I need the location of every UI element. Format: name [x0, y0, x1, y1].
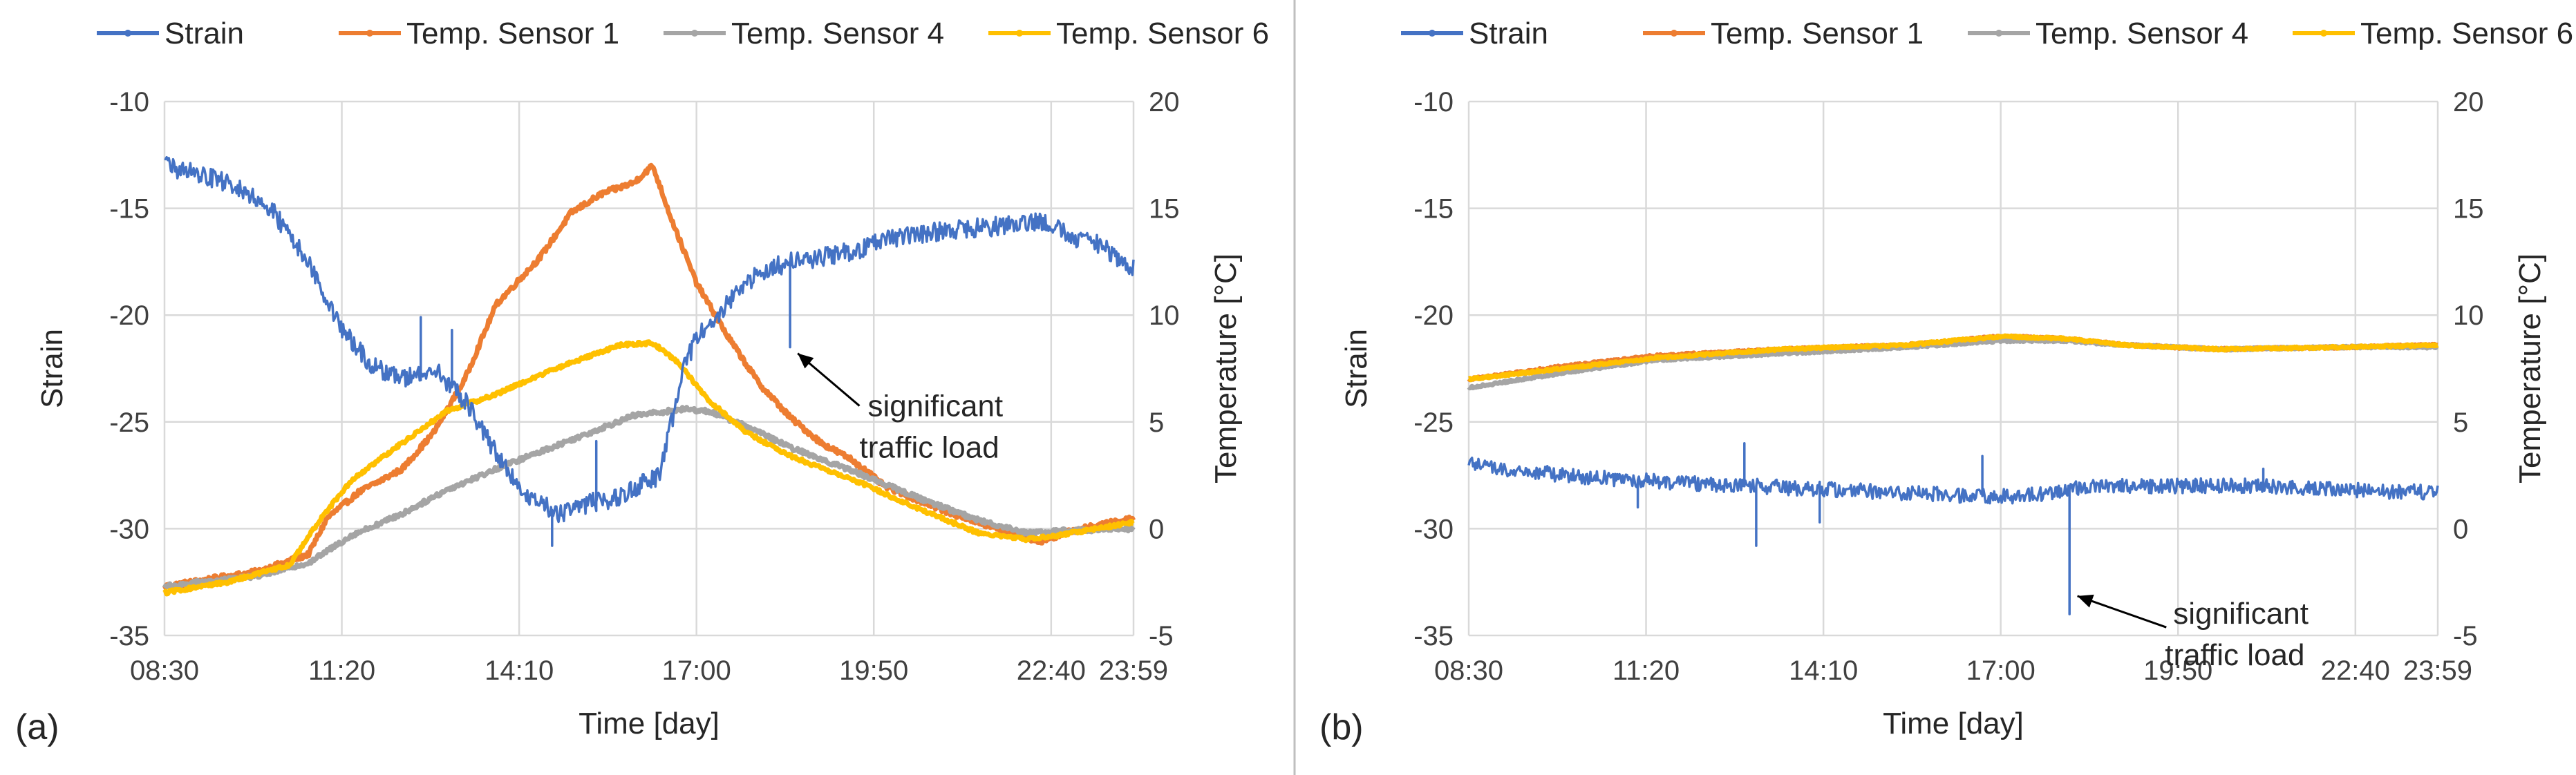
y2-tick-label: 15 [2453, 194, 2484, 224]
legend-label: Strain [164, 17, 244, 50]
x-tick-label: 23:59 [2403, 656, 2472, 686]
series-line-temp-sensor-6 [1467, 333, 2439, 383]
chart-panel-a: -35 -30 -25 -20 -15 -10 08:30 11:20 14:10 17:00 19… [15, 17, 1269, 747]
y2-axis-title: Temperature [°C] [2513, 253, 2547, 484]
legend-label: Temp. Sensor 4 [2036, 17, 2248, 50]
y2-tick-label: -5 [2453, 621, 2478, 651]
y2-tick-label: 15 [1149, 194, 1180, 224]
legend-marker [1429, 30, 1436, 37]
legend-marker [2320, 30, 2327, 37]
annotation-arrow [2077, 595, 2167, 629]
y-tick-label: -30 [109, 514, 149, 544]
x-tick-label: 08:30 [1434, 656, 1503, 686]
y2-tick-label: 0 [2453, 514, 2468, 544]
series-line-temp-sensor-4 [162, 405, 1136, 590]
legend-label: Temp. Sensor 6 [1056, 17, 1269, 50]
x-tick-label: 22:40 [1017, 656, 1086, 686]
legend-marker [1671, 30, 1677, 37]
y2-tick-label: -5 [1149, 621, 1174, 651]
series-line-temp-sensor-1 [162, 162, 1136, 591]
y2-tick-label: 5 [1149, 408, 1164, 438]
y-tick-label: -10 [109, 87, 149, 117]
x-tick-label: 19:50 [839, 656, 908, 686]
y-tick-label: -25 [1413, 408, 1454, 438]
annotation-arrowhead [2077, 594, 2094, 608]
y-tick-label: -15 [109, 194, 149, 224]
x-tick-label: 19:50 [2143, 656, 2212, 686]
series-line-strain [1467, 441, 2439, 615]
y2-tick-label: 20 [1149, 87, 1180, 117]
x-tick-label: 17:00 [1966, 656, 2036, 686]
y2-tick-label: 0 [1149, 514, 1164, 544]
y-tick-label: -15 [1413, 194, 1454, 224]
legend-label: Temp. Sensor 6 [2360, 17, 2573, 50]
annotation-arrowhead [798, 353, 814, 369]
x-tick-label: 22:40 [2321, 656, 2390, 686]
x-tick-label: 17:00 [662, 656, 731, 686]
chart-panel-b: -35 -30 -25 -20 -15 -10 08:30 11:20 14:10 17:00 19… [1319, 17, 2573, 747]
legend-marker [366, 30, 373, 37]
x-tick-label: 14:10 [1789, 656, 1858, 686]
x-axis-title: Time [day] [579, 707, 720, 740]
y-axis-title: Strain [35, 329, 69, 408]
annotation-text: traffic load [2165, 638, 2304, 672]
panel-label: (a) [15, 707, 59, 747]
series-line-strain [164, 155, 1135, 547]
y2-tick-label: 10 [1149, 300, 1180, 331]
x-tick-label: 08:30 [130, 656, 199, 686]
y2-axis-title: Temperature [°C] [1209, 253, 1243, 484]
panel-label: (b) [1319, 707, 1364, 747]
y2-tick-label: 5 [2453, 408, 2468, 438]
legend-marker [1995, 30, 2002, 37]
legend-marker [691, 30, 698, 37]
legend-label: Strain [1469, 17, 1548, 50]
y2-tick-label: 20 [2453, 87, 2484, 117]
y-tick-label: -25 [109, 408, 149, 438]
y-axis-title: Strain [1339, 329, 1373, 408]
y-tick-label: -20 [1413, 300, 1454, 331]
x-tick-label: 23:59 [1099, 656, 1168, 686]
y2-tick-label: 10 [2453, 300, 2484, 331]
y-tick-label: -20 [109, 300, 149, 331]
y-tick-label: -10 [1413, 87, 1454, 117]
legend-label: Temp. Sensor 1 [1711, 17, 1924, 50]
annotation-text: traffic load [860, 431, 999, 465]
y-tick-label: -35 [1413, 621, 1454, 651]
x-tick-label: 14:10 [485, 656, 554, 686]
x-tick-label: 11:20 [308, 656, 375, 686]
legend-marker [124, 30, 131, 37]
y-tick-label: -30 [1413, 514, 1454, 544]
legend-label: Temp. Sensor 1 [406, 17, 619, 50]
x-axis-title: Time [day] [1883, 707, 2024, 740]
legend-label: Temp. Sensor 4 [731, 17, 944, 50]
x-tick-label: 11:20 [1613, 656, 1680, 686]
annotation-text: significant [868, 390, 1004, 423]
series-line-temp-sensor-6 [162, 339, 1135, 597]
annotation-text: significant [2173, 597, 2309, 631]
y-tick-label: -35 [109, 621, 149, 651]
legend-marker [1016, 30, 1023, 37]
